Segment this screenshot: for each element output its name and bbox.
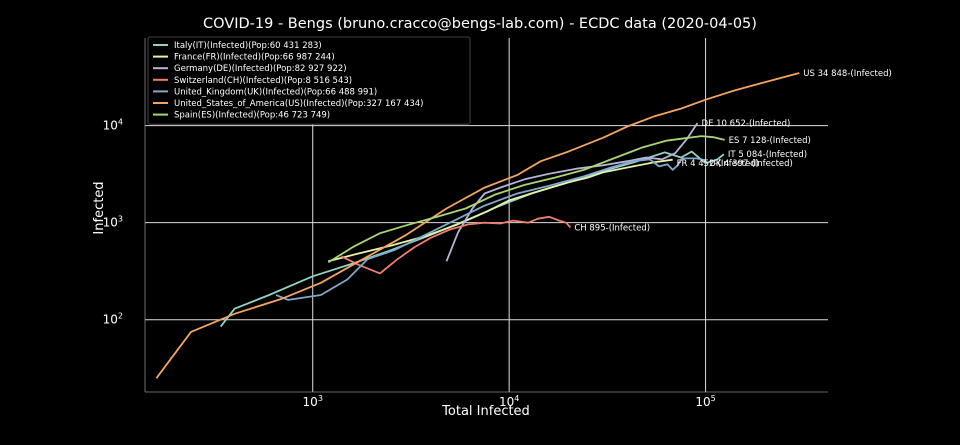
series-end-label: FR 4 452-(Infected) — [677, 159, 759, 169]
series-end-label: UK 4 397-(Infected) — [710, 159, 793, 169]
legend-entry: United_States_of_America(US)(Infected)(P… — [174, 99, 423, 109]
chart-title: COVID-19 - Bengs (bruno.cracco@bengs-lab… — [203, 16, 757, 32]
legend-entry: Switzerland(CH)(Infected)(Pop:8 516 543) — [174, 76, 352, 86]
legend: Italy(IT)(Infected)(Pop:60 431 283) Franc… — [147, 36, 471, 125]
series-line — [328, 158, 673, 263]
series-line — [155, 72, 800, 379]
series-end-label: CH 895-(Infected) — [574, 223, 650, 233]
legend-box — [147, 36, 471, 125]
x-tick-label: 103 — [303, 394, 323, 409]
x-axis-label: Total Infected — [441, 404, 530, 419]
legend-entry: Germany(DE)(Infected)(Pop:82 927 922) — [174, 64, 347, 74]
series-line — [340, 215, 572, 275]
series-line — [327, 135, 725, 264]
y-axis-label: Infected — [92, 181, 107, 234]
x-tick-label: 105 — [695, 394, 715, 409]
legend-entry: United_Kingdom(UK)(Infected)(Pop:66 488 … — [174, 87, 377, 97]
series-annotations: IT 5 084-(Infected)FR 4 452-(Infected) DE… — [574, 69, 891, 233]
series-end-label: ES 7 128-(Infected) — [729, 136, 811, 146]
series-line — [275, 157, 706, 301]
axes: 103 104 105 102 103 104 — [103, 38, 828, 409]
series-end-label: IT 5 084-(Infected) — [728, 150, 807, 160]
series-line — [219, 150, 725, 328]
x-tick-label: 104 — [499, 394, 519, 409]
series-lines — [155, 72, 800, 379]
legend-entry: Italy(IT)(Infected)(Pop:60 431 283) — [174, 41, 322, 51]
y-tick-label: 103 — [103, 215, 123, 230]
series-end-label: US 34 848-(Infected) — [803, 69, 892, 79]
series-line — [445, 122, 699, 262]
y-tick-label: 104 — [103, 118, 123, 133]
legend-entry: France(FR)(Infected)(Pop:66 987 244) — [174, 53, 335, 63]
legend-entry: Spain(ES)(Infected)(Pop:46 723 749) — [174, 111, 330, 121]
series-end-label: DE 10 652-(Infected) — [702, 119, 791, 129]
y-tick-label: 102 — [103, 312, 123, 327]
